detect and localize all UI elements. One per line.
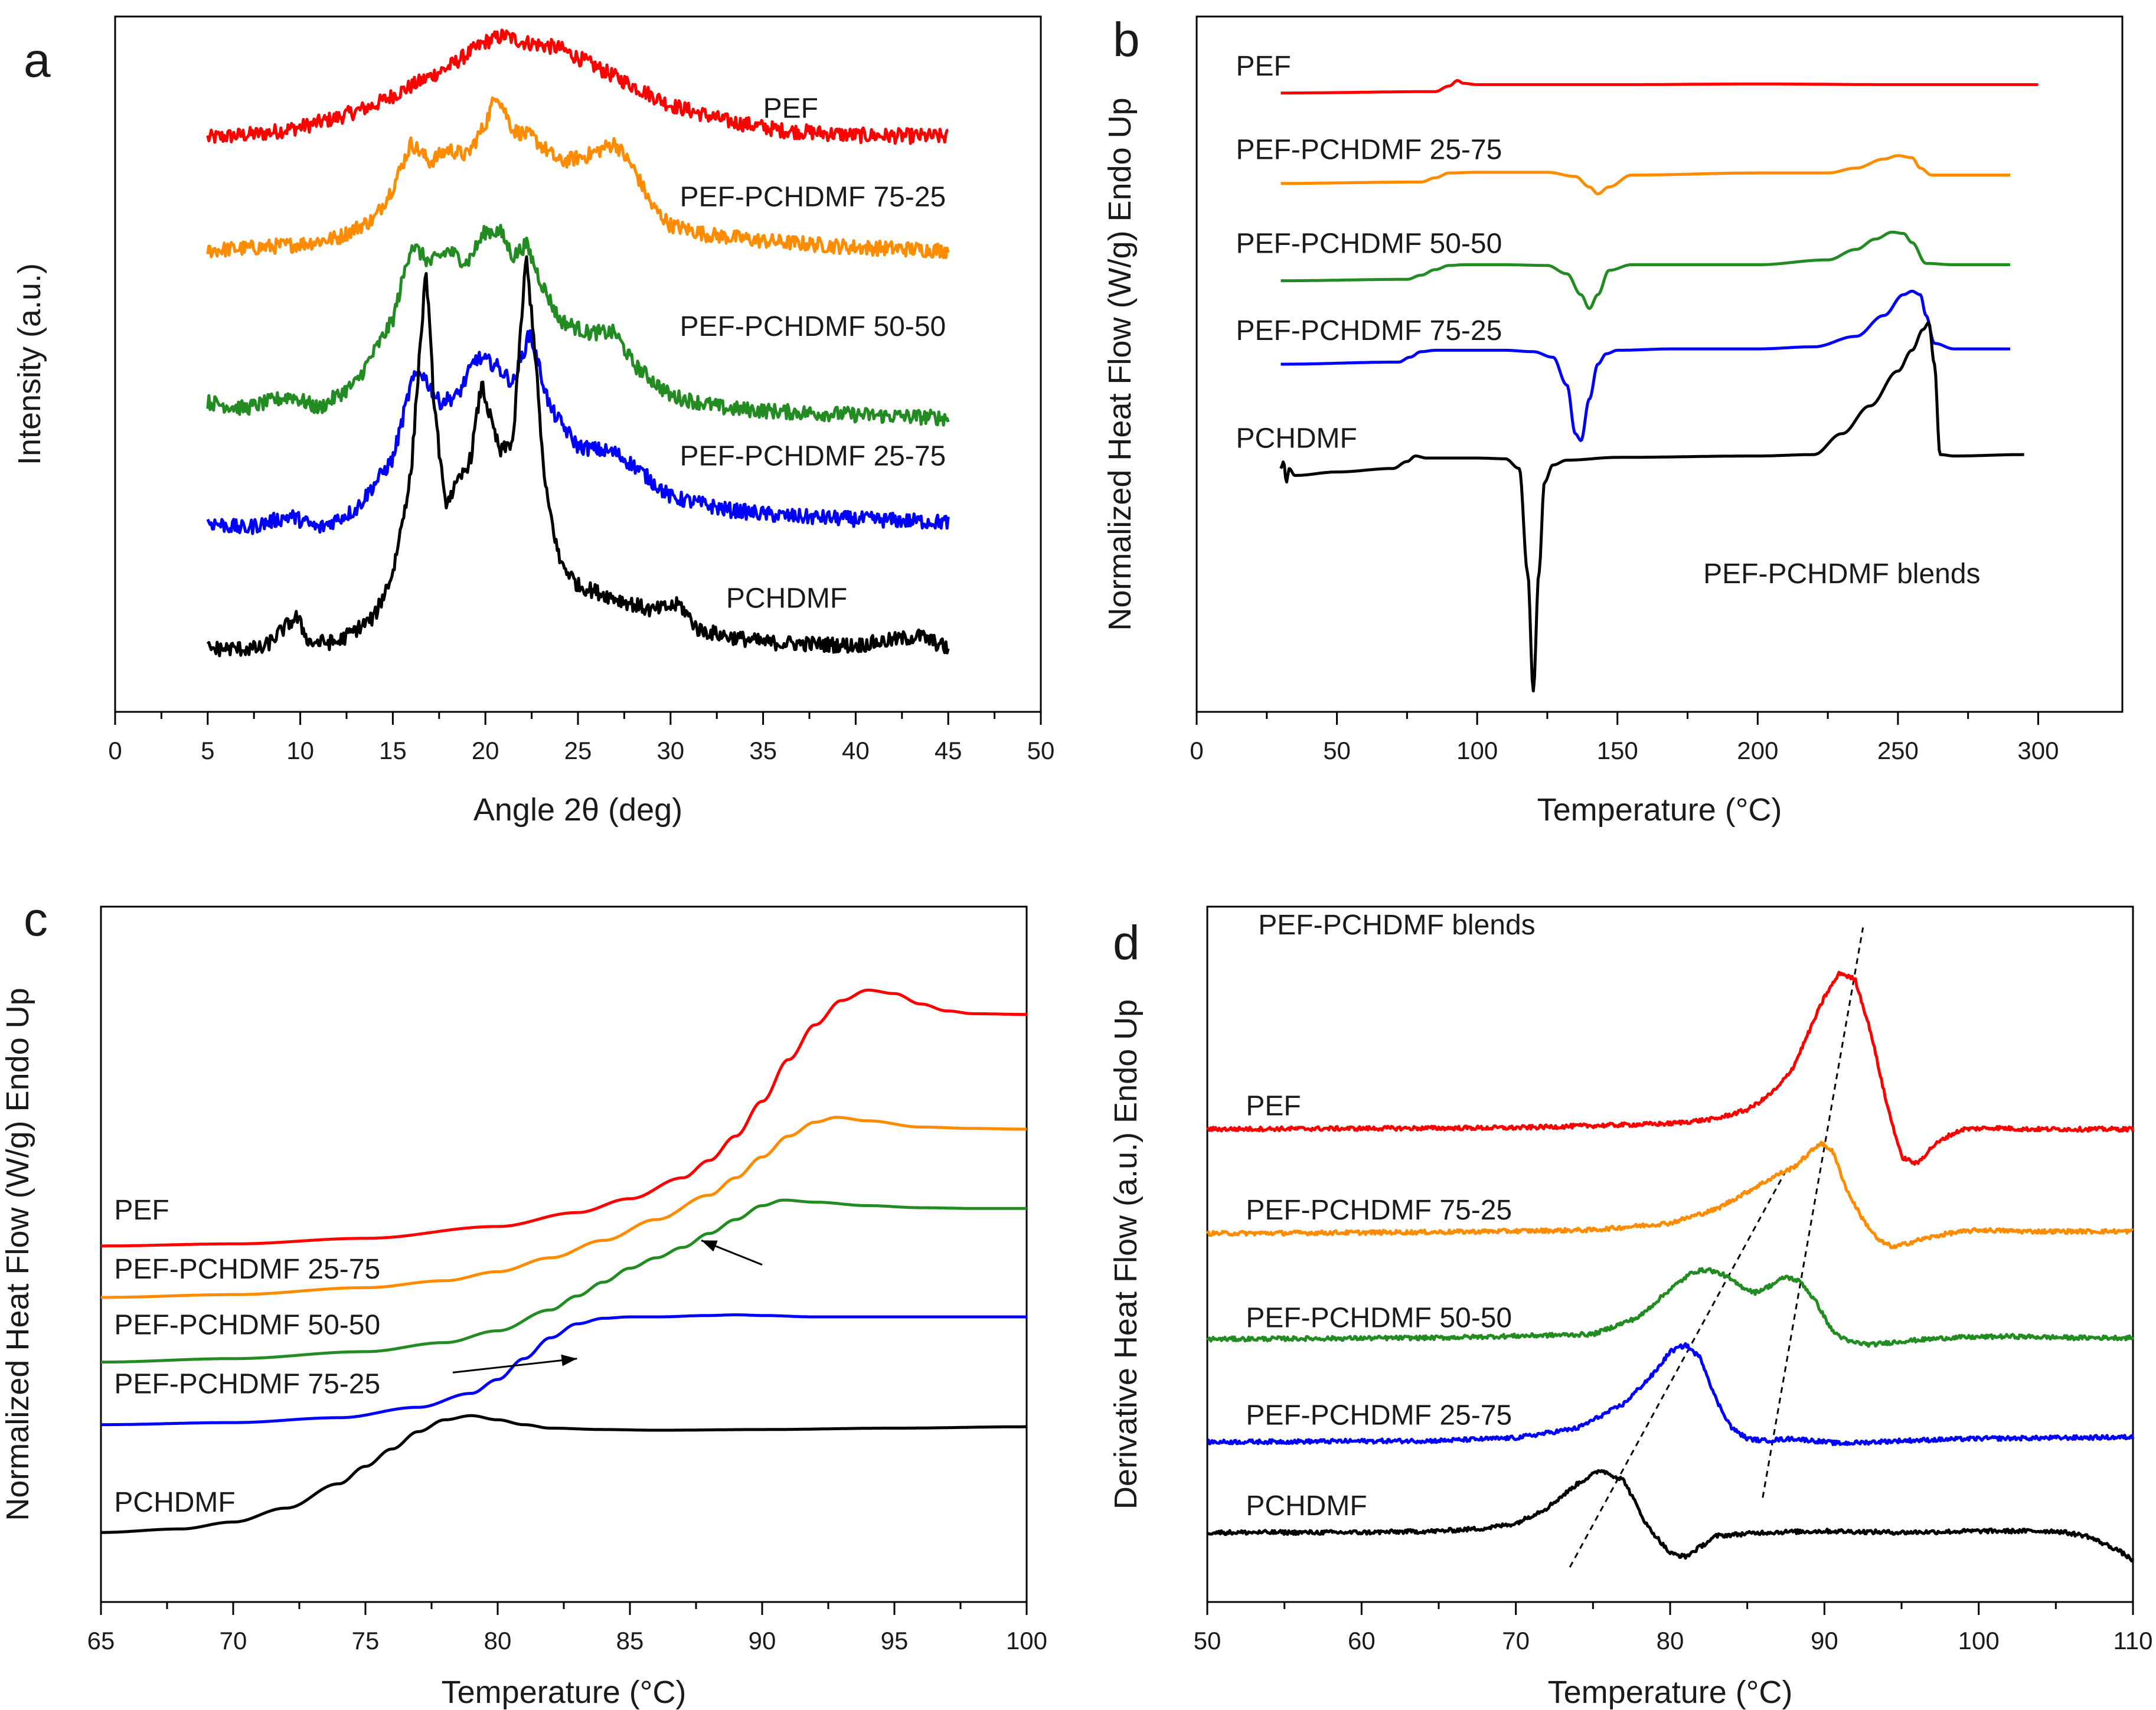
- series-label-c-3: PEF-PCHDMF 75-25: [114, 1369, 380, 1400]
- x-tick-label-d-3: 80: [1657, 1627, 1684, 1655]
- x-tick-label-c-4: 85: [616, 1627, 644, 1655]
- x-tick-label-b-2: 100: [1456, 737, 1498, 764]
- x-tick-label-c-0: 65: [87, 1627, 115, 1655]
- x-axis-title-d: Temperature (°C): [1548, 1675, 1793, 1710]
- y-axis-title-c: Normalized Heat Flow (W/g) Endo Up: [0, 988, 35, 1521]
- series-label-a-0: PEF: [763, 93, 818, 124]
- x-tick-label-a-0: 0: [108, 737, 122, 764]
- x-axis-title-c: Temperature (°C): [442, 1675, 687, 1710]
- panel-letter-b: b: [1113, 13, 1140, 67]
- x-tick-label-c-1: 70: [220, 1627, 247, 1655]
- series-line-c-3: [100, 1313, 1027, 1427]
- series-line-b-2: [1280, 230, 2011, 310]
- x-tick-label-a-7: 35: [749, 737, 777, 764]
- series-label-b-3: PEF-PCHDMF 75-25: [1236, 315, 1502, 346]
- panel-letter-a: a: [24, 34, 51, 87]
- annotation-b-0: PEF-PCHDMF blends: [1703, 558, 1980, 590]
- series-label-c-0: PEF: [114, 1195, 169, 1226]
- series-label-c-2: PEF-PCHDMF 50-50: [114, 1309, 380, 1340]
- panel-b: 0 50 100 150 200 250 300 Temperature (°C) Normal…: [1102, 15, 2124, 828]
- series-line-a-0: [206, 28, 949, 145]
- panel-c: 65 70 75 80 85 90 95 100 Temperature (°C) Normali…: [0, 905, 1047, 1710]
- panel-d: 50 60 70 80 90 100 110 Temperature (°C) Derivati…: [1108, 905, 2153, 1710]
- series-label-b-0: PEF: [1236, 51, 1291, 82]
- x-tick-label-b-1: 50: [1323, 737, 1351, 764]
- series-label-c-4: PCHDMF: [114, 1487, 235, 1518]
- guide-line-d-0: [1569, 1170, 1787, 1568]
- series-label-c-1: PEF-PCHDMF 25-75: [114, 1254, 380, 1285]
- x-axis-title-b: Temperature (°C): [1537, 792, 1782, 828]
- series-label-a-2: PEF-PCHDMF 50-50: [680, 311, 946, 342]
- y-axis-title-a: Intensity (a.u.): [12, 263, 47, 465]
- x-tick-label-b-5: 250: [1877, 737, 1919, 764]
- series-line-b-0: [1280, 79, 2039, 95]
- x-tick-label-d-6: 110: [2113, 1627, 2153, 1655]
- series-label-d-0: PEF: [1246, 1090, 1301, 1122]
- x-tick-label-b-0: 0: [1190, 737, 1203, 764]
- x-axis-title-a: Angle 2θ (deg): [473, 792, 682, 828]
- series-label-b-4: PCHDMF: [1236, 423, 1357, 454]
- x-tick-label-a-5: 25: [564, 737, 592, 764]
- arrow-head-c-0: [561, 1354, 577, 1366]
- series-label-b-1: PEF-PCHDMF 25-75: [1236, 134, 1502, 165]
- series-line-d-0: [1206, 970, 2135, 1166]
- panel-letter-c: c: [24, 892, 48, 946]
- series-line-d-3: [1207, 1342, 2135, 1446]
- plot-frame-b: [1195, 15, 2124, 713]
- arrow-head-c-1: [701, 1240, 718, 1252]
- series-label-b-2: PEF-PCHDMF 50-50: [1236, 228, 1502, 260]
- y-axis-title-d: Derivative Heat Flow (a.u.) Endo Up: [1108, 999, 1144, 1509]
- x-tick-label-a-1: 5: [201, 737, 214, 764]
- x-tick-label-d-0: 50: [1194, 1627, 1221, 1655]
- x-tick-label-b-6: 300: [2017, 737, 2059, 764]
- series-line-c-2: [100, 1198, 1027, 1364]
- series-label-a-3: PEF-PCHDMF 25-75: [680, 440, 946, 472]
- x-tick-label-a-4: 20: [472, 737, 499, 764]
- series-line-a-3: [206, 329, 950, 535]
- series-line-a-2: [206, 224, 950, 427]
- x-tick-label-a-8: 40: [842, 737, 870, 764]
- x-tick-label-b-3: 150: [1597, 737, 1638, 764]
- y-axis-title-b: Normalized Heat Flow (W/g) Endo Up: [1102, 97, 1138, 630]
- series-line-c-0: [100, 988, 1027, 1248]
- x-tick-label-d-1: 60: [1348, 1627, 1376, 1655]
- annotation-d-0: PEF-PCHDMF blends: [1258, 910, 1535, 941]
- x-tick-label-c-3: 80: [484, 1627, 512, 1655]
- x-tick-label-c-7: 100: [1006, 1627, 1047, 1655]
- series-label-d-3: PEF-PCHDMF 25-75: [1246, 1400, 1512, 1431]
- series-line-c-4: [100, 1414, 1027, 1534]
- x-tick-label-d-4: 90: [1811, 1627, 1838, 1655]
- guide-line-d-1: [1762, 927, 1864, 1498]
- series-line-d-2: [1206, 1267, 2135, 1348]
- x-tick-label-c-6: 95: [881, 1627, 909, 1655]
- series-line-b-3: [1280, 289, 2011, 442]
- series-line-d-4: [1207, 1469, 2135, 1563]
- x-tick-label-a-6: 30: [656, 737, 684, 764]
- x-tick-label-b-4: 200: [1737, 737, 1778, 764]
- series-label-d-1: PEF-PCHDMF 75-25: [1246, 1195, 1512, 1226]
- series-line-b-1: [1280, 154, 2011, 195]
- series-line-c-1: [100, 1116, 1027, 1299]
- x-tick-label-a-2: 10: [286, 737, 314, 764]
- plot-frame-a: [114, 15, 1042, 713]
- series-label-d-2: PEF-PCHDMF 50-50: [1246, 1303, 1512, 1334]
- arrow-shaft-c-0: [452, 1358, 577, 1374]
- series-line-b-4: [1279, 321, 2025, 693]
- x-tick-label-a-9: 45: [935, 737, 962, 764]
- panel-letter-d: d: [1113, 916, 1140, 970]
- x-tick-label-a-10: 50: [1027, 737, 1055, 764]
- x-tick-label-c-2: 75: [352, 1627, 380, 1655]
- x-tick-label-c-5: 90: [749, 1627, 776, 1655]
- panel-a: 0 5 10 15 20 25 30 35 40 45 50 Angle 2θ (deg) Intens…: [12, 15, 1055, 828]
- x-tick-label-d-2: 70: [1502, 1627, 1530, 1655]
- x-tick-label-a-3: 15: [379, 737, 407, 764]
- x-tick-label-d-5: 100: [1958, 1627, 2000, 1655]
- series-label-d-4: PCHDMF: [1246, 1490, 1367, 1522]
- series-line-a-1: [206, 96, 950, 259]
- series-line-a-4: [206, 255, 950, 658]
- series-line-d-1: [1206, 1140, 2134, 1250]
- series-label-a-4: PCHDMF: [726, 583, 847, 614]
- series-label-a-1: PEF-PCHDMF 75-25: [680, 181, 946, 212]
